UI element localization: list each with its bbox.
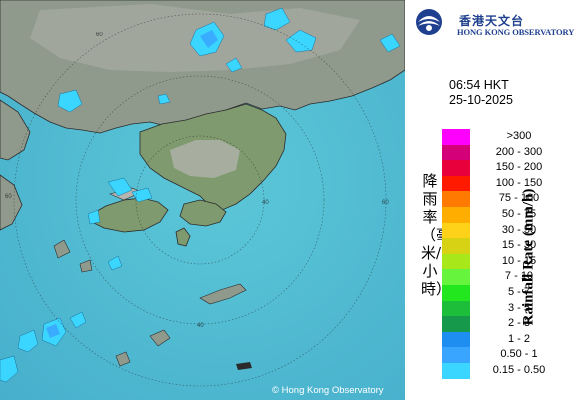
legend-label: 100 - 150 [495, 176, 543, 189]
legend-swatch [442, 347, 470, 363]
legend-row: 2 - 3 [442, 316, 567, 332]
legend-row: 3 - 5 [442, 300, 567, 317]
island-5 [236, 362, 252, 370]
legend-row: 50 - 75 [442, 206, 567, 223]
legend-row: 200 - 300 [442, 144, 567, 161]
legend-label: 2 - 3 [507, 317, 530, 330]
legend-swatch [442, 144, 470, 161]
legend-swatch [442, 191, 470, 207]
legend-row: 1 - 2 [442, 331, 567, 348]
legend-panel: 香港天文台 HONG KONG OBSERVATORY 06:54 HKT 25… [405, 0, 577, 400]
legend-row: 75 - 100 [442, 191, 567, 207]
hong-kong-island [179, 199, 227, 227]
legend-swatch [442, 253, 470, 270]
ring-label-3: 60 [5, 194, 12, 200]
legend-label: 3 - 5 [507, 301, 530, 314]
legend-swatch [442, 284, 470, 301]
legend-row: 0.50 - 1 [442, 347, 567, 363]
legend-row: 0.15 - 0.50 [442, 362, 567, 379]
copyright-text: © Hong Kong Observatory [272, 385, 384, 396]
legend-label: 10 - 15 [501, 254, 537, 267]
hko-emblem-icon [416, 9, 442, 35]
radar-time: 06:54 HKT [449, 78, 509, 92]
ring-label-2: 60 [382, 200, 389, 206]
island-3 [115, 351, 131, 367]
range-rings [13, 13, 387, 387]
legend-label: 0.50 - 1 [500, 348, 538, 361]
legend-label: 30 - 50 [501, 223, 537, 236]
legend-row: >300 [442, 129, 567, 145]
legend-row: 5 - 7 [442, 284, 567, 301]
legend-row: 150 - 200 [442, 160, 567, 176]
legend-swatch [442, 269, 470, 285]
island-2 [149, 329, 171, 347]
legend-label: 5 - 7 [507, 285, 530, 298]
ring-label-1: 40 [262, 200, 269, 206]
legend-swatch [442, 206, 470, 223]
range-ring-labels: 40 60 60 40 60 [5, 32, 389, 329]
legend-label: 7 - 10 [504, 270, 534, 283]
lamma-island [175, 227, 191, 247]
lantau-island [91, 197, 169, 233]
island-1 [199, 283, 247, 305]
logo-name-zh: 香港天文台 [459, 14, 525, 28]
legend-label: 1 - 2 [507, 332, 530, 345]
island-6 [53, 239, 71, 259]
legend-row: 100 - 150 [442, 175, 567, 192]
radar-map: 40 60 60 40 60 [0, 0, 405, 400]
legend-row: 15 - 30 [442, 238, 567, 254]
legend-label: 200 - 300 [495, 145, 543, 158]
legend-row: 10 - 15 [442, 253, 567, 270]
legend-label: 150 - 200 [495, 161, 543, 174]
ring-label-5: 60 [96, 32, 103, 38]
legend-swatch [442, 175, 470, 192]
legend-swatch [442, 316, 470, 332]
legend-swatch [442, 160, 470, 176]
legend-swatch [442, 129, 470, 145]
legend-label: 75 - 100 [498, 192, 540, 205]
legend-swatch [442, 238, 470, 254]
logo-name-en: HONG KONG OBSERVATORY [457, 27, 575, 37]
rainfall-legend: >300 200 - 300 150 - 200 100 - 150 75 - 100 5… [442, 129, 567, 379]
legend-row: 7 - 10 [442, 269, 567, 285]
radar-date: 25-10-2025 [449, 93, 513, 107]
hong-kong-urban [170, 140, 240, 178]
legend-label: 50 - 75 [501, 207, 537, 220]
legend-swatch [442, 222, 470, 239]
ring-label-4: 40 [197, 323, 204, 329]
legend-title-zh: 降雨率（毫米/小時） [421, 172, 452, 298]
legend-label: 0.15 - 0.50 [492, 363, 546, 376]
legend-label: 15 - 30 [501, 239, 537, 252]
legend-label: >300 [506, 130, 532, 142]
rain-echoes-moderate [46, 30, 218, 338]
observatory-logo: 香港天文台 HONG KONG OBSERVATORY [413, 6, 577, 37]
legend-swatch [442, 362, 470, 379]
island-4 [79, 259, 93, 273]
legend-swatch [442, 300, 470, 317]
rain-echoes [0, 7, 401, 383]
mainland-west-coast [0, 99, 31, 161]
legend-swatch [442, 331, 470, 348]
left-peninsula [0, 174, 23, 231]
legend-row: 30 - 50 [442, 222, 567, 239]
